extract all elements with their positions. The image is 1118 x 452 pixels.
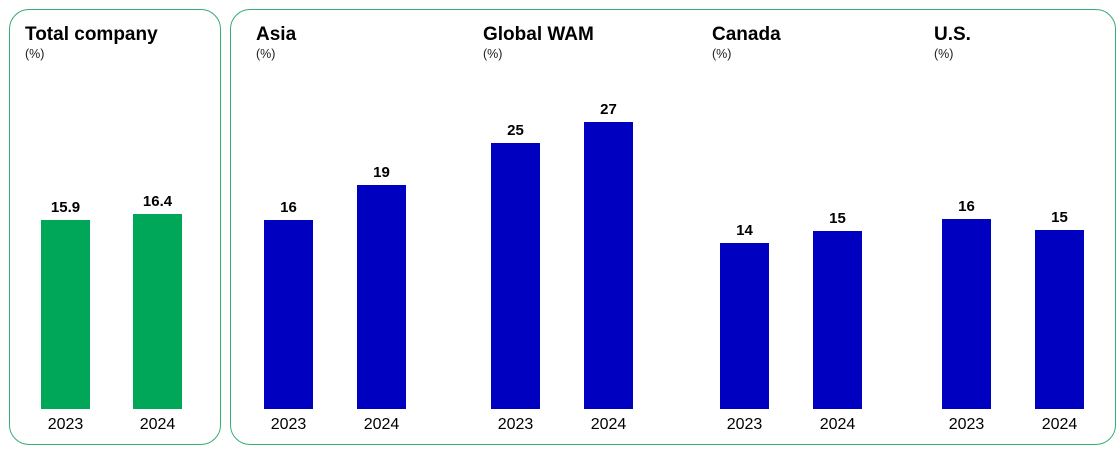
bar-u-s-2024 [1035, 230, 1084, 409]
category-label-2024: 2024 [819, 416, 856, 433]
value-label-total-company-2024: 16.4 [142, 193, 173, 210]
category-label-2023: 2023 [726, 416, 763, 433]
group-title-canada: Canada [712, 24, 781, 45]
bar-column-global-wam-2024: 27 2024 [584, 10, 633, 444]
unit-label: (%) [25, 46, 45, 61]
group-title-u-s: U.S. [934, 24, 971, 45]
bar-column-asia-2024: 19 2024 [357, 10, 406, 444]
unit-label: (%) [934, 46, 954, 61]
category-label-2023: 2023 [497, 416, 534, 433]
category-label-2024: 2024 [1041, 416, 1078, 433]
bar-global-wam-2024 [584, 122, 633, 409]
category-label-2024: 2024 [363, 416, 400, 433]
bar-canada-2023 [720, 243, 769, 409]
group-title-total-company: Total company [25, 24, 158, 45]
category-label-2023: 2023 [948, 416, 985, 433]
bar-column-canada-2024: 15 2024 [813, 10, 862, 444]
bar-total-company-2024 [133, 214, 182, 409]
bar-column-total-company-2024: 16.4 2024 [133, 10, 182, 444]
panel-total-company: Total company (%) 15.9 2023 16.4 2024 [9, 9, 221, 445]
category-label-2023: 2023 [270, 416, 307, 433]
bar-column-total-company-2023: 15.9 2023 [41, 10, 90, 444]
group-title-global-wam: Global WAM [483, 24, 594, 45]
group-u-s: U.S. (%) 16 2023 15 2024 [934, 10, 1084, 444]
group-title-asia: Asia [256, 24, 297, 45]
bar-total-company-2023 [41, 220, 90, 409]
group-asia: Asia (%) 16 2023 19 2024 [256, 10, 406, 444]
value-label-total-company-2023: 15.9 [50, 199, 81, 216]
unit-label: (%) [483, 46, 503, 61]
bar-column-asia-2023: 16 2023 [264, 10, 313, 444]
panel-segments: Asia (%) 16 2023 19 2024 Global WAM (%) 25 2023 27… [230, 9, 1116, 445]
category-label-2024: 2024 [139, 416, 176, 433]
value-label-u-s-2024: 15 [1051, 209, 1068, 226]
bar-global-wam-2023 [491, 143, 540, 409]
bar-column-u-s-2024: 15 2024 [1035, 10, 1084, 444]
value-label-asia-2024: 19 [373, 164, 390, 181]
bar-asia-2024 [357, 185, 406, 409]
value-label-canada-2023: 14 [736, 222, 753, 239]
unit-label: (%) [712, 46, 732, 61]
bar-u-s-2023 [942, 219, 991, 409]
bar-column-canada-2023: 14 2023 [720, 10, 769, 444]
value-label-global-wam-2024: 27 [600, 101, 617, 118]
category-label-2023: 2023 [47, 416, 84, 433]
value-label-asia-2023: 16 [280, 199, 297, 216]
group-total-company: Total company (%) 15.9 2023 16.4 2024 [25, 10, 182, 444]
bar-canada-2024 [813, 231, 862, 409]
value-label-u-s-2023: 16 [958, 198, 975, 215]
value-label-global-wam-2023: 25 [507, 122, 524, 139]
group-canada: Canada (%) 14 2023 15 2024 [712, 10, 862, 444]
category-label-2024: 2024 [590, 416, 627, 433]
bar-column-u-s-2023: 16 2023 [942, 10, 991, 444]
value-label-canada-2024: 15 [829, 210, 846, 227]
unit-label: (%) [256, 46, 276, 61]
bar-column-global-wam-2023: 25 2023 [491, 10, 540, 444]
group-global-wam: Global WAM (%) 25 2023 27 2024 [483, 10, 633, 444]
bar-asia-2023 [264, 220, 313, 409]
